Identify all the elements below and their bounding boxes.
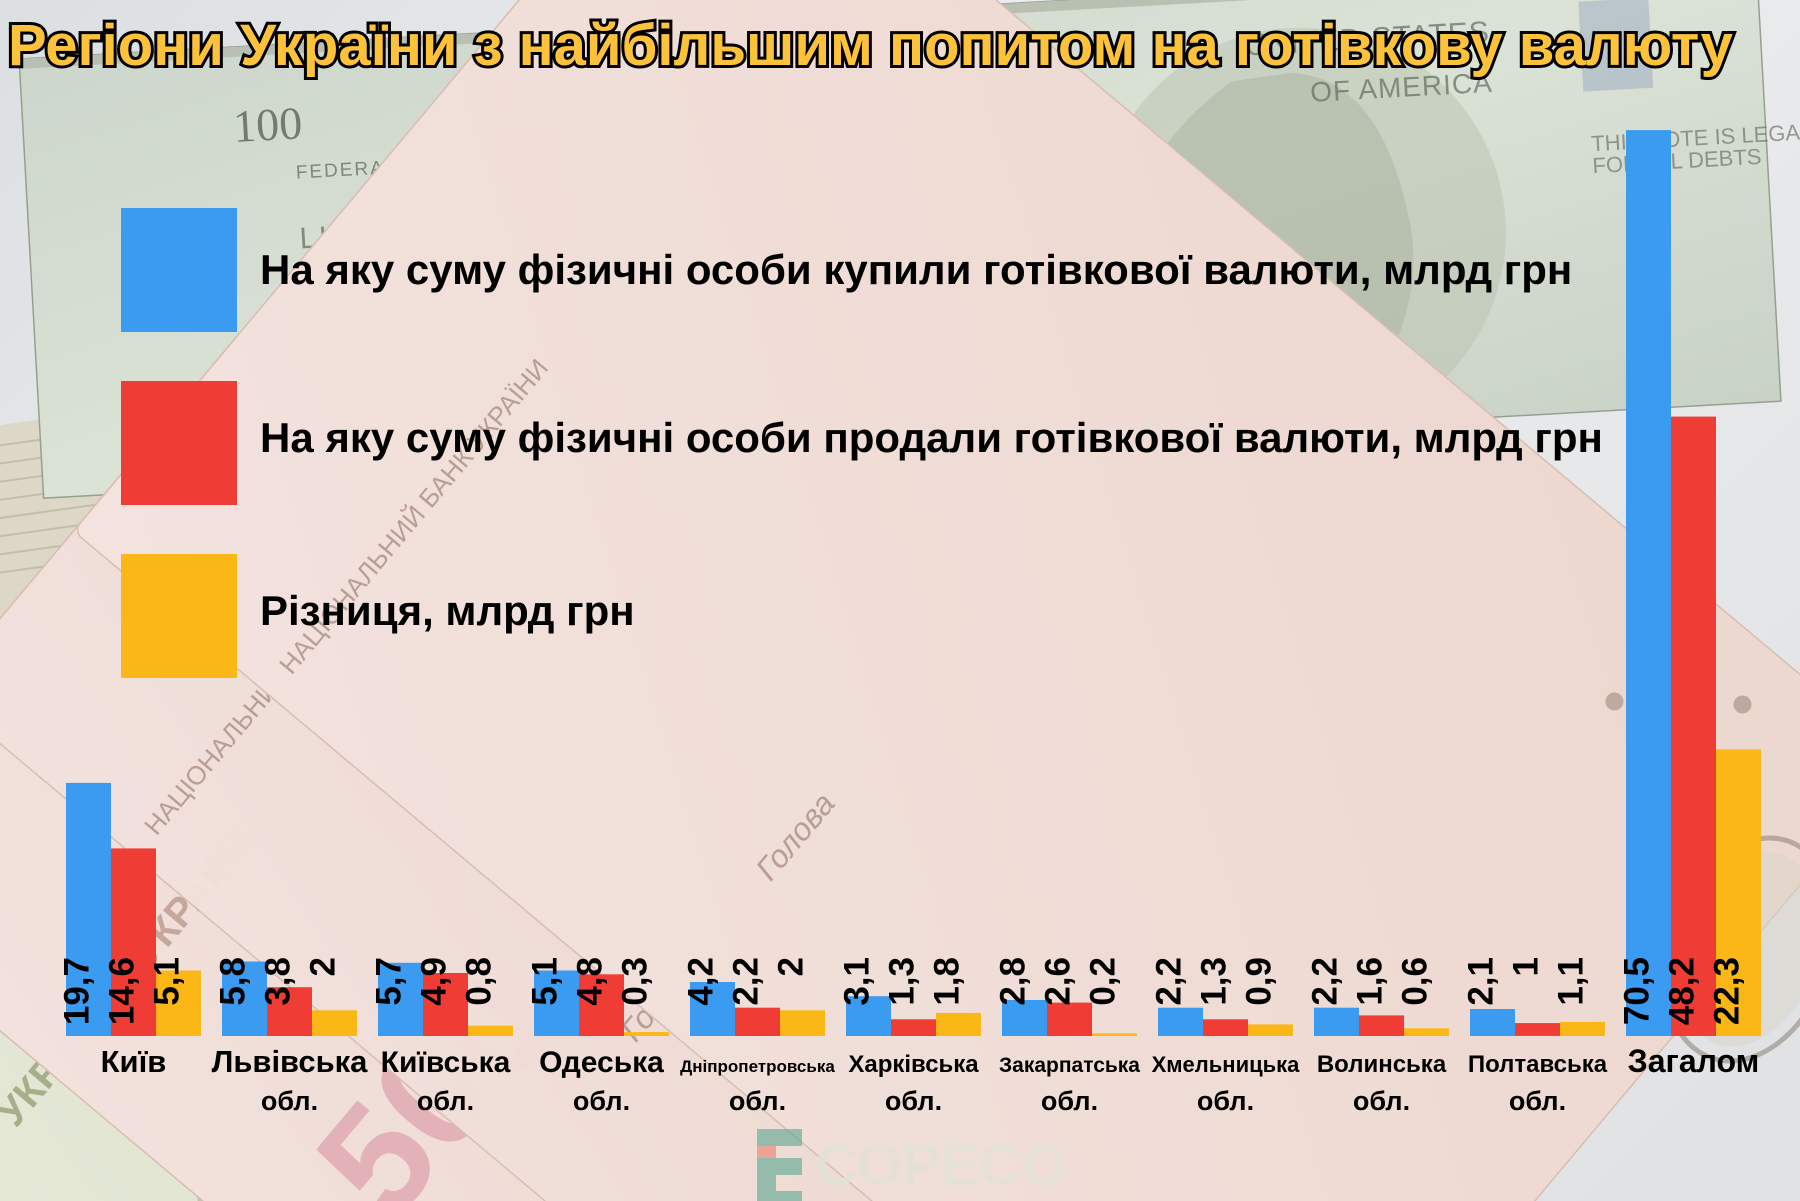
svg-text:5,7: 5,7 bbox=[370, 957, 409, 1006]
svg-text:1,3: 1,3 bbox=[1195, 957, 1234, 1006]
svg-text:0,9: 0,9 bbox=[1240, 957, 1279, 1006]
svg-text:5,1: 5,1 bbox=[148, 957, 187, 1006]
svg-text:1: 1 bbox=[1507, 957, 1546, 976]
svg-text:14,6: 14,6 bbox=[103, 957, 142, 1025]
svg-text:19,7: 19,7 bbox=[58, 957, 97, 1025]
svg-text:0,3: 0,3 bbox=[616, 957, 655, 1006]
svg-text:0,6: 0,6 bbox=[1396, 957, 1435, 1006]
svg-text:2,2: 2,2 bbox=[1306, 957, 1345, 1006]
svg-text:22,3: 22,3 bbox=[1708, 957, 1747, 1025]
svg-text:1,8: 1,8 bbox=[928, 957, 967, 1006]
svg-text:2: 2 bbox=[772, 957, 811, 976]
svg-text:2,1: 2,1 bbox=[1462, 957, 1501, 1006]
svg-text:48,2: 48,2 bbox=[1663, 957, 1702, 1025]
svg-text:2,2: 2,2 bbox=[1150, 957, 1189, 1006]
svg-text:3,8: 3,8 bbox=[259, 957, 298, 1006]
svg-text:1,1: 1,1 bbox=[1552, 957, 1591, 1006]
svg-text:4,9: 4,9 bbox=[415, 957, 454, 1006]
svg-text:2: 2 bbox=[304, 957, 343, 976]
svg-text:2,6: 2,6 bbox=[1039, 957, 1078, 1006]
svg-text:70,5: 70,5 bbox=[1618, 957, 1657, 1025]
svg-text:4,2: 4,2 bbox=[682, 957, 721, 1006]
svg-text:3,1: 3,1 bbox=[838, 957, 877, 1006]
svg-text:2,2: 2,2 bbox=[727, 957, 766, 1006]
svg-text:0,8: 0,8 bbox=[460, 957, 499, 1006]
svg-text:5,8: 5,8 bbox=[214, 957, 253, 1006]
svg-text:5,1: 5,1 bbox=[526, 957, 565, 1006]
svg-text:0,2: 0,2 bbox=[1084, 957, 1123, 1006]
svg-text:2,8: 2,8 bbox=[994, 957, 1033, 1006]
svg-text:1,6: 1,6 bbox=[1351, 957, 1390, 1006]
svg-text:4,8: 4,8 bbox=[571, 957, 610, 1006]
svg-text:1,3: 1,3 bbox=[883, 957, 922, 1006]
